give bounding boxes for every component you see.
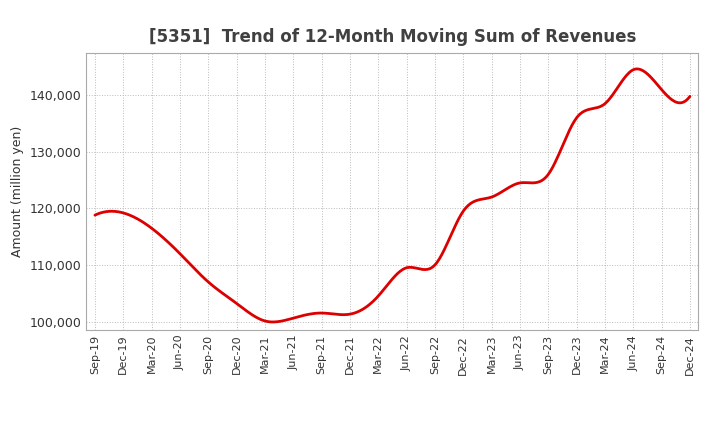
Y-axis label: Amount (million yen): Amount (million yen) xyxy=(11,126,24,257)
Title: [5351]  Trend of 12-Month Moving Sum of Revenues: [5351] Trend of 12-Month Moving Sum of R… xyxy=(149,28,636,46)
